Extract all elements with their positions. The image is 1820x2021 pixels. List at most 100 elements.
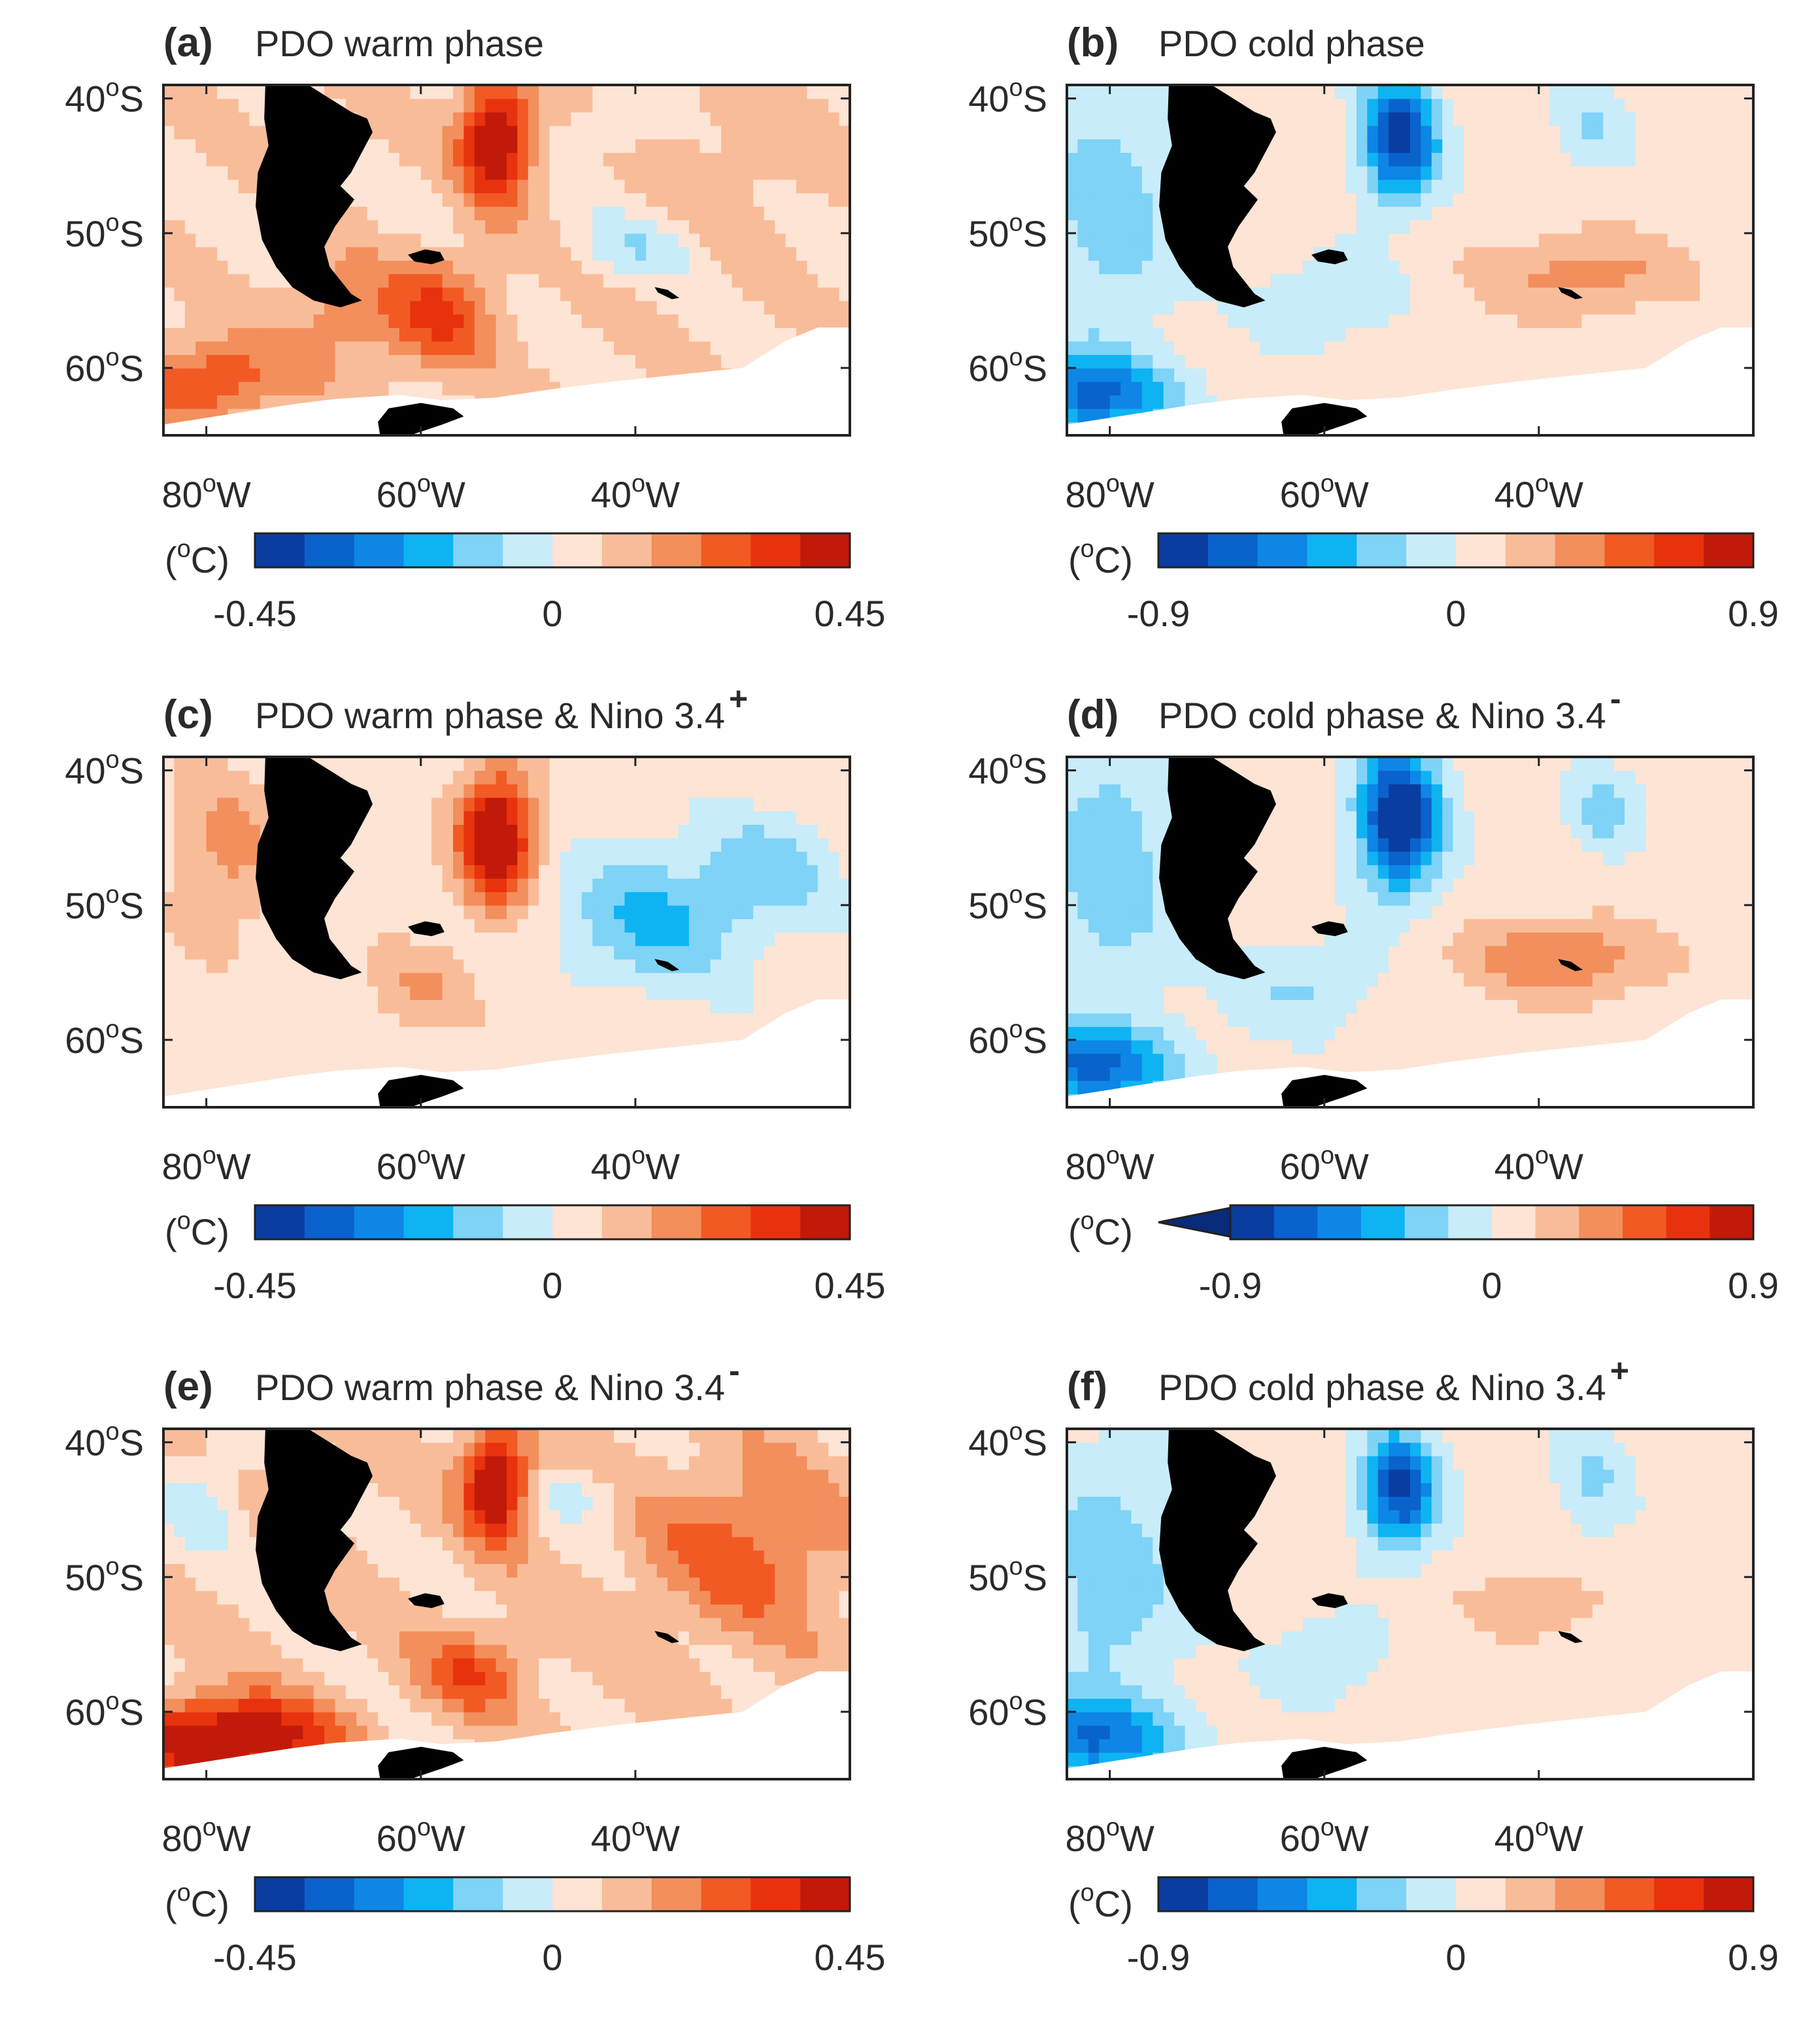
heatmap-cell: [174, 905, 186, 920]
heatmap-cell: [184, 220, 196, 234]
heatmap-cell: [195, 192, 207, 207]
heatmap-cell: [1549, 206, 1561, 220]
heatmap-cell: [184, 824, 196, 839]
heatmap-cell: [1645, 165, 1658, 180]
heatmap-cell: [367, 300, 379, 315]
heatmap-cell: [474, 341, 486, 356]
heatmap-cell: [764, 932, 775, 946]
heatmap-cell: [378, 959, 390, 973]
heatmap-cell: [775, 864, 786, 879]
heatmap-cell: [238, 300, 250, 315]
heatmap-cell: [1109, 354, 1121, 369]
heatmap-cell: [1700, 220, 1711, 234]
heatmap-cell: [592, 165, 604, 180]
heatmap-cell: [195, 125, 207, 140]
colorbar-swatch: [1505, 533, 1556, 567]
heatmap-cell: [1185, 327, 1196, 342]
heatmap-cell: [1377, 314, 1389, 328]
heatmap-cell: [1121, 287, 1132, 301]
heatmap-cell: [1710, 85, 1722, 99]
heatmap-cell: [528, 112, 539, 126]
heatmap-cell: [646, 770, 658, 784]
heatmap-cell: [1335, 192, 1347, 207]
heatmap-cell: [1399, 192, 1411, 207]
heatmap-cell: [1528, 206, 1540, 220]
heatmap-cell: [742, 179, 754, 193]
heatmap-cell: [238, 139, 250, 153]
heatmap-cell: [367, 85, 379, 99]
heatmap-cell: [688, 287, 701, 301]
heatmap-cell: [603, 260, 615, 275]
heatmap-cell: [839, 314, 851, 328]
heatmap-cell: [560, 192, 572, 207]
heatmap-cell: [646, 972, 658, 987]
heatmap-cell: [453, 810, 465, 825]
heatmap-cell: [635, 341, 647, 356]
heatmap-cell: [571, 1026, 582, 1041]
heatmap-cell: [1603, 85, 1615, 99]
heatmap-cell: [1163, 327, 1175, 342]
heatmap-cell: [1700, 125, 1711, 140]
heatmap-cell: [206, 810, 218, 825]
heatmap-cell: [388, 273, 400, 288]
heatmap-cell: [539, 260, 550, 275]
heatmap-cell: [217, 892, 229, 906]
heatmap-cell: [571, 932, 582, 946]
heatmap-cell: [528, 905, 539, 920]
heatmap-cell: [1431, 314, 1443, 328]
heatmap-cell: [1442, 152, 1454, 167]
heatmap-cell: [828, 112, 840, 126]
heatmap-cell: [1099, 179, 1111, 193]
heatmap-cell: [1270, 220, 1282, 234]
heatmap-cell: [410, 367, 422, 382]
heatmap-cell: [410, 797, 422, 812]
heatmap-cell: [1721, 152, 1732, 167]
heatmap-cell: [496, 125, 507, 140]
heatmap-cell: [1581, 260, 1593, 275]
heatmap-cell: [463, 300, 475, 315]
heatmap-cell: [1281, 327, 1293, 342]
heatmap-cell: [764, 206, 775, 220]
heatmap-cell: [1195, 367, 1207, 382]
heatmap-cell: [1689, 125, 1700, 140]
heatmap-cell: [313, 1012, 325, 1027]
heatmap-cell: [496, 1012, 507, 1027]
heatmap-cell: [1260, 327, 1272, 342]
heatmap-cell: [249, 945, 261, 960]
heatmap-cell: [1453, 327, 1464, 342]
heatmap-cell: [228, 381, 239, 395]
heatmap-cell: [474, 959, 486, 973]
heatmap-cell: [1592, 220, 1604, 234]
heatmap-cell: [431, 300, 443, 315]
heatmap-cell: [828, 206, 840, 220]
heatmap-cell: [528, 206, 539, 220]
heatmap-cell: [1732, 260, 1744, 275]
heatmap-cell: [635, 314, 647, 328]
heatmap-cell: [195, 810, 207, 825]
heatmap-cell: [1228, 314, 1239, 328]
heatmap-cell: [485, 945, 497, 960]
heatmap-cell: [1592, 287, 1604, 301]
heatmap-cell: [378, 125, 390, 140]
heatmap-cell: [1141, 354, 1153, 369]
heatmap-cell: [796, 864, 808, 879]
heatmap-cell: [184, 314, 196, 328]
heatmap-cell: [517, 932, 529, 946]
heatmap-cell: [1431, 273, 1443, 288]
heatmap-cell: [753, 85, 765, 99]
heatmap-cell: [217, 918, 229, 933]
heatmap-cell: [1270, 300, 1282, 315]
heatmap-cell: [732, 98, 743, 112]
heatmap-cell: [1538, 327, 1551, 342]
heatmap-cell: [699, 905, 711, 920]
heatmap-cell: [228, 959, 239, 973]
heatmap-cell: [732, 85, 743, 99]
heatmap-cell: [592, 797, 604, 812]
heatmap-cell: [1635, 192, 1647, 207]
heatmap-cell: [1571, 98, 1583, 112]
heatmap-cell: [549, 810, 561, 825]
heatmap-cell: [624, 999, 636, 1014]
heatmap-cell: [174, 918, 186, 933]
heatmap-cell: [1399, 165, 1411, 180]
heatmap-cell: [206, 1026, 218, 1041]
